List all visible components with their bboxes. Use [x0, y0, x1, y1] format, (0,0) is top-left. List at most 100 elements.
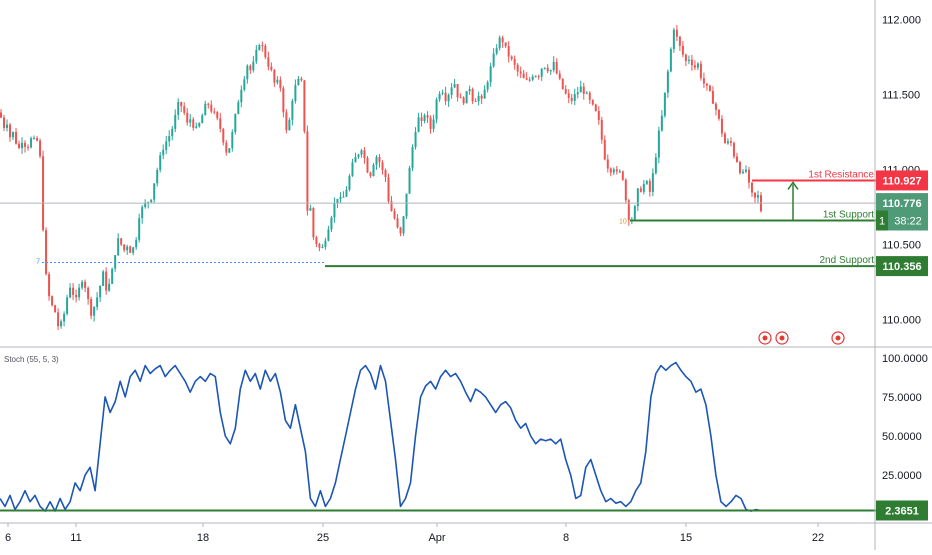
- candle-body: [618, 171, 621, 173]
- countdown-number-bg: [876, 210, 888, 231]
- candle-body: [684, 54, 687, 62]
- candle-body: [3, 117, 6, 128]
- candle-body: [366, 158, 369, 173]
- first-support-label: 1st Support: [823, 210, 874, 221]
- candle-body: [591, 99, 594, 105]
- candle-body: [402, 216, 405, 234]
- candle-body: [384, 170, 387, 178]
- candle-body: [753, 192, 756, 198]
- candle-body: [396, 218, 399, 228]
- candle-body: [138, 218, 141, 240]
- candle-body: [312, 208, 315, 238]
- event-icon-3[interactable]: [831, 331, 845, 345]
- candle-body: [222, 128, 225, 143]
- candle-body: [150, 199, 153, 203]
- countdown-number: 1: [879, 216, 885, 228]
- candle-body: [429, 117, 432, 129]
- stoch-tick-label: 75.0000: [882, 392, 922, 404]
- candle-body: [498, 37, 501, 49]
- candle-body: [297, 78, 300, 86]
- x-tick-label: 6: [5, 532, 11, 544]
- candle-body: [99, 285, 102, 298]
- candle-body: [717, 109, 720, 119]
- candle-body: [132, 247, 135, 253]
- countdown-bg: [876, 210, 928, 231]
- candle-body: [426, 115, 429, 118]
- candle-body: [540, 68, 543, 77]
- candle-body: [276, 79, 279, 83]
- candle-body: [327, 229, 330, 241]
- candle-body: [708, 85, 711, 91]
- candle-body: [657, 130, 660, 158]
- x-tick-label: 25: [317, 532, 329, 544]
- x-tick-label: 18: [197, 532, 209, 544]
- candle-body: [351, 162, 354, 177]
- stoch-pane[interactable]: Stoch (55, 5, 3): [0, 355, 876, 512]
- candle-body: [216, 112, 219, 119]
- candle-body: [468, 89, 471, 92]
- stoch-line: [0, 361, 762, 512]
- candle-body: [318, 244, 321, 248]
- candle-body: [642, 183, 645, 192]
- candle-body: [546, 67, 549, 72]
- candle-body: [474, 101, 477, 103]
- candle-body: [69, 287, 72, 298]
- candle-body: [108, 283, 111, 291]
- candle-body: [219, 118, 222, 129]
- event-icon-2[interactable]: [775, 331, 789, 345]
- candle-body: [198, 123, 201, 127]
- candle-body: [360, 150, 363, 155]
- event-icon-1[interactable]: [758, 331, 772, 345]
- price-pane[interactable]: 7 10 1st Resistance 1st Support 2nd Support: [0, 25, 876, 331]
- candle-body: [693, 65, 696, 68]
- candle-body: [456, 84, 459, 98]
- candle-body: [213, 111, 216, 113]
- candle-body: [663, 92, 666, 116]
- candle-body: [225, 142, 228, 153]
- candle-body: [432, 119, 435, 129]
- candle-body: [624, 179, 627, 201]
- candle-body: [168, 136, 171, 142]
- target-arrow-head: [787, 181, 799, 190]
- candle-body: [681, 45, 684, 55]
- candle-body: [471, 89, 474, 102]
- candle-body: [438, 93, 441, 100]
- candle-body: [378, 157, 381, 163]
- candle-body: [156, 169, 159, 184]
- candle-body: [528, 79, 531, 81]
- candle-body: [477, 95, 480, 102]
- candle-body: [42, 156, 45, 231]
- candle-body: [210, 104, 213, 112]
- candle-body: [480, 95, 483, 99]
- candle-body: [570, 97, 573, 101]
- candle-body: [552, 61, 555, 71]
- candle-body: [255, 49, 258, 62]
- candle-body: [543, 67, 546, 69]
- candle-body: [381, 162, 384, 171]
- candle-body: [531, 76, 534, 80]
- candle-body: [288, 119, 291, 131]
- candle-body: [369, 172, 372, 176]
- candle-body: [117, 238, 120, 256]
- candle-body: [231, 132, 234, 149]
- candle-body: [738, 161, 741, 174]
- candle-body: [267, 57, 270, 67]
- candle-body: [282, 88, 285, 113]
- candle-body: [612, 169, 615, 173]
- candle-body: [123, 244, 126, 251]
- candle-body: [651, 173, 654, 192]
- candle-body: [78, 287, 81, 298]
- candle-body: [336, 198, 339, 204]
- candle-body: [153, 183, 156, 200]
- candle-body: [567, 93, 570, 98]
- candle-body: [243, 79, 246, 90]
- candle-body: [264, 45, 267, 58]
- candle-body: [234, 113, 237, 133]
- candle-body: [315, 237, 318, 245]
- stoch-indicator-label: Stoch (55, 5, 3): [4, 355, 59, 364]
- x-tick-label: 8: [563, 532, 569, 544]
- candle-body: [672, 29, 675, 49]
- stoch-tick-label: 50.0000: [882, 431, 922, 443]
